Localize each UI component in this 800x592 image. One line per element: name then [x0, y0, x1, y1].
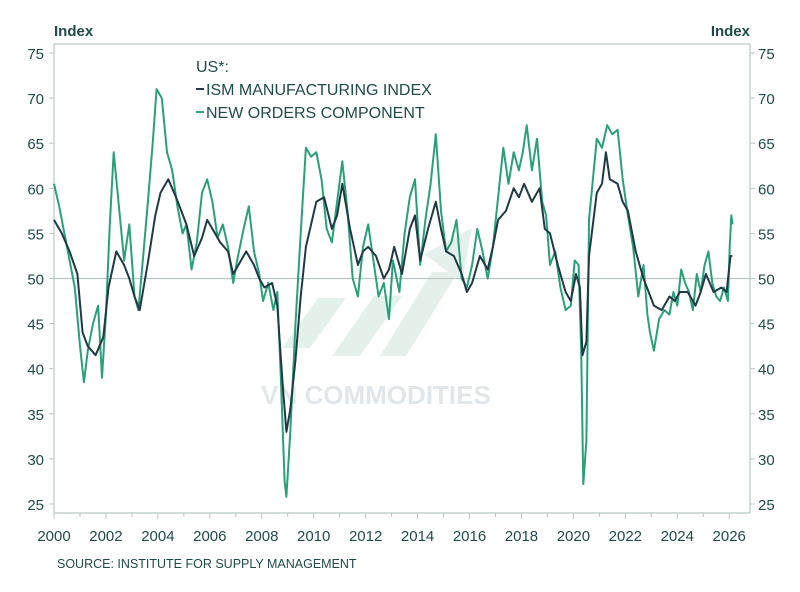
y-tick-label-right: 75	[758, 46, 775, 63]
legend-title: US*:	[196, 59, 229, 76]
y-tick-label-left: 70	[27, 91, 44, 108]
y-axis-right: 25 30 35 40 45 50 55 60 65 70 75	[750, 46, 775, 514]
source-note: SOURCE: INSTITUTE FOR SUPPLY MANAGEMENT	[57, 557, 357, 571]
x-tick-label: 2004	[141, 528, 174, 545]
y-tick-label-left: 65	[27, 136, 44, 153]
watermark-slash-3	[380, 272, 458, 356]
y-tick-label-left: 35	[27, 407, 44, 424]
x-tick-label: 2006	[193, 528, 226, 545]
x-tick-label: 2018	[505, 528, 538, 545]
y-tick-label-left: 50	[27, 272, 44, 289]
y-tick-label-right: 70	[758, 91, 775, 108]
x-tick-label: 2022	[609, 528, 642, 545]
y-tick-label-right: 55	[758, 226, 775, 243]
x-tick-label: 2016	[453, 528, 486, 545]
y-tick-label-left: 60	[27, 181, 44, 198]
y-axis-left: 25 30 35 40 45 50 55 60 65 70 75	[27, 46, 54, 514]
y-axis-title-left: Index	[54, 23, 94, 40]
y-tick-label-right: 50	[758, 272, 775, 289]
x-tick-label: 2012	[349, 528, 382, 545]
x-tick-label: 2010	[297, 528, 330, 545]
y-tick-label-left: 45	[27, 317, 44, 334]
y-tick-label-left: 30	[27, 452, 44, 469]
y-tick-label-right: 45	[758, 317, 775, 334]
x-tick-label: 2026	[713, 528, 746, 545]
x-axis: 2000 2002 2004 2006 2008 2010 2012 2014 2016 2018…	[37, 513, 746, 545]
legend-label-ism: ISM MANUFACTURING INDEX	[206, 82, 432, 99]
y-tick-label-left: 55	[27, 226, 44, 243]
y-tick-label-left: 75	[27, 46, 44, 63]
x-tick-label: 2002	[89, 528, 122, 545]
y-tick-label-right: 30	[758, 452, 775, 469]
y-tick-label-left: 40	[27, 362, 44, 379]
series-line-new-orders	[53, 88, 734, 498]
y-tick-label-left: 25	[27, 497, 44, 514]
y-tick-label-right: 60	[758, 181, 775, 198]
legend: US*: ISM MANUFACTURING INDEX NEW ORDERS …	[196, 59, 432, 122]
watermark-logo: VN COMMODITIES	[261, 228, 491, 410]
y-tick-label-right: 35	[758, 407, 775, 424]
series-line-ism-manufacturing	[53, 151, 733, 433]
legend-label-new-orders: NEW ORDERS COMPONENT	[206, 105, 425, 122]
x-tick-label: 2008	[245, 528, 278, 545]
x-tick-label: 2024	[661, 528, 694, 545]
y-tick-label-right: 40	[758, 362, 775, 379]
watermark-text: VN COMMODITIES	[261, 380, 491, 410]
y-tick-label-right: 65	[758, 136, 775, 153]
x-tick-label: 2020	[557, 528, 590, 545]
watermark-slash-2	[332, 296, 402, 356]
watermark-slash-1	[282, 298, 346, 348]
y-axis-title-right: Index	[711, 23, 751, 40]
x-tick-label: 2000	[37, 528, 70, 545]
y-tick-label-right: 25	[758, 497, 775, 514]
x-tick-label: 2014	[401, 528, 434, 545]
